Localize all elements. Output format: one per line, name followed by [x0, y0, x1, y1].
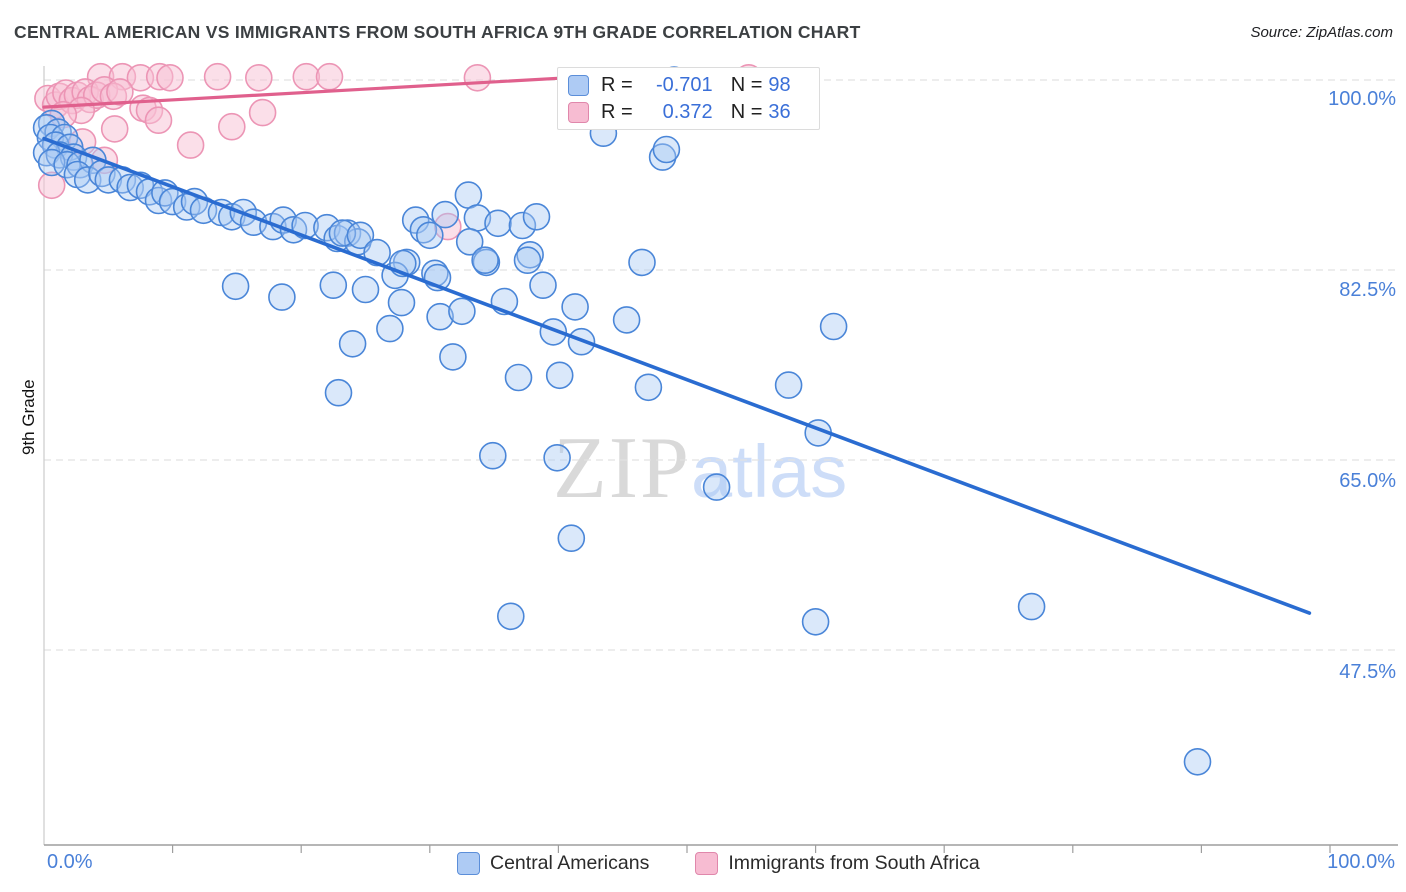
- scatter-point-central-americans[interactable]: [415, 221, 444, 250]
- scatter-point-central-americans[interactable]: [351, 275, 380, 304]
- scatter-point-central-americans[interactable]: [634, 373, 663, 402]
- scatter-point-central-americans[interactable]: [513, 246, 542, 275]
- scatter-point-central-americans[interactable]: [448, 297, 476, 326]
- scatter-point-central-americans[interactable]: [471, 246, 499, 275]
- scatter-point-central-americans[interactable]: [387, 288, 416, 317]
- scatter-point-south-africa[interactable]: [37, 171, 66, 200]
- scatter-point-central-americans[interactable]: [346, 221, 375, 250]
- scatter-point-central-americans[interactable]: [478, 441, 507, 470]
- trend-line-central-americans: [42, 136, 1312, 615]
- scatter-point-central-americans[interactable]: [1017, 592, 1046, 621]
- scatter-point-central-americans[interactable]: [545, 361, 574, 390]
- scatter-point-central-americans[interactable]: [496, 602, 525, 631]
- pink-series-swatch: [568, 101, 589, 123]
- legend-row-central-americans: R = -0.701 N = 98: [568, 74, 809, 97]
- scatter-point-south-africa[interactable]: [248, 98, 277, 127]
- scatter-point-south-africa[interactable]: [244, 64, 273, 92]
- n-value-south-africa: 36: [768, 100, 791, 123]
- scatter-point-south-africa[interactable]: [106, 78, 134, 106]
- scatter-point-south-africa[interactable]: [176, 131, 205, 159]
- x-axis-max-label: 100.0%: [1327, 851, 1395, 873]
- scatter-point-central-americans[interactable]: [376, 314, 404, 343]
- y-axis-tick-47-5: 47.5%: [1339, 661, 1396, 683]
- scatter-point-central-americans[interactable]: [628, 248, 656, 277]
- legend-label-south-africa: Immigrants from South Africa: [728, 852, 980, 874]
- scatter-point-central-americans[interactable]: [774, 371, 803, 399]
- scatter-point-central-americans[interactable]: [801, 607, 830, 636]
- scatter-point-central-americans[interactable]: [426, 302, 454, 331]
- r-label: R =: [601, 73, 633, 96]
- n-label: N =: [730, 100, 763, 123]
- scatter-point-central-americans[interactable]: [648, 143, 677, 171]
- blue-series-swatch: [568, 74, 589, 96]
- scatter-point-central-americans[interactable]: [1183, 747, 1212, 776]
- scatter-point-south-africa[interactable]: [144, 106, 173, 134]
- trend-line-south-africa: [42, 74, 607, 109]
- n-value-central-americans: 98: [768, 73, 791, 96]
- scatter-point-central-americans[interactable]: [508, 211, 537, 240]
- x-axis-min-label: 0.0%: [47, 851, 93, 873]
- scatter-point-central-americans[interactable]: [439, 343, 467, 371]
- scatter-point-central-americans[interactable]: [319, 271, 348, 300]
- scatter-point-south-africa[interactable]: [463, 64, 492, 92]
- scatter-point-central-americans[interactable]: [702, 473, 731, 501]
- scatter-point-south-africa[interactable]: [315, 62, 344, 91]
- r-value-central-americans: -0.701: [655, 73, 713, 96]
- scatter-point-central-americans[interactable]: [431, 200, 460, 229]
- scatter-point-central-americans[interactable]: [557, 524, 586, 553]
- watermark-atlas: atlas: [691, 430, 848, 513]
- scatter-point-south-africa[interactable]: [218, 112, 246, 141]
- scatter-point-central-americans[interactable]: [561, 293, 589, 321]
- scatter-point-central-americans[interactable]: [324, 378, 353, 407]
- scatter-point-central-americans[interactable]: [73, 166, 102, 194]
- scatter-point-central-americans[interactable]: [819, 312, 848, 341]
- scatter-point-south-africa[interactable]: [100, 115, 129, 143]
- source-attribution: Source: ZipAtlas.com: [1250, 24, 1393, 41]
- pink-series-swatch: [695, 852, 719, 875]
- legend-row-south-africa: R = 0.372 N = 36: [568, 101, 809, 124]
- scatter-point-central-americans[interactable]: [522, 203, 551, 231]
- scatter-point-south-africa[interactable]: [292, 62, 321, 91]
- y-axis-tick-82-5: 82.5%: [1339, 279, 1396, 301]
- scatter-point-central-americans[interactable]: [268, 283, 296, 311]
- legend-label-central-americans: Central Americans: [490, 852, 650, 874]
- scatter-point-central-americans[interactable]: [543, 443, 571, 472]
- scatter-point-central-americans[interactable]: [484, 209, 512, 238]
- correlation-legend-box: R = -0.701 N = 98 R = 0.372 N = 36: [557, 67, 820, 130]
- scatter-point-central-americans[interactable]: [472, 248, 501, 277]
- y-axis-tick-65: 65.0%: [1339, 470, 1396, 492]
- watermark-zip: ZIP: [553, 420, 691, 517]
- r-value-south-africa: 0.372: [662, 100, 713, 123]
- scatter-point-central-americans[interactable]: [652, 135, 681, 164]
- scatter-point-central-americans[interactable]: [338, 329, 367, 358]
- scatter-point-central-americans[interactable]: [504, 363, 533, 392]
- blue-series-swatch: [457, 852, 480, 875]
- scatter-point-south-africa[interactable]: [156, 64, 184, 92]
- scatter-point-central-americans[interactable]: [94, 166, 123, 194]
- y-axis-tick-100: 100.0%: [1328, 88, 1396, 110]
- series-legend: Central Americans Immigrants from South …: [457, 852, 1016, 875]
- scatter-point-south-africa[interactable]: [203, 62, 232, 91]
- zipatlas-watermark: ZIPatlas: [553, 418, 847, 519]
- scatter-point-central-americans[interactable]: [612, 306, 641, 334]
- scatter-point-central-americans[interactable]: [221, 272, 250, 301]
- scatter-point-central-americans[interactable]: [455, 228, 484, 256]
- r-label: R =: [601, 100, 633, 123]
- y-axis-title: 9th Grade: [19, 379, 38, 455]
- scatter-point-central-americans[interactable]: [529, 271, 557, 300]
- n-label: N =: [730, 73, 763, 96]
- page-title: CENTRAL AMERICAN VS IMMIGRANTS FROM SOUT…: [14, 22, 861, 42]
- scatter-point-central-americans[interactable]: [363, 238, 391, 267]
- scatter-point-central-americans[interactable]: [291, 211, 319, 240]
- scatter-point-central-americans[interactable]: [313, 213, 341, 242]
